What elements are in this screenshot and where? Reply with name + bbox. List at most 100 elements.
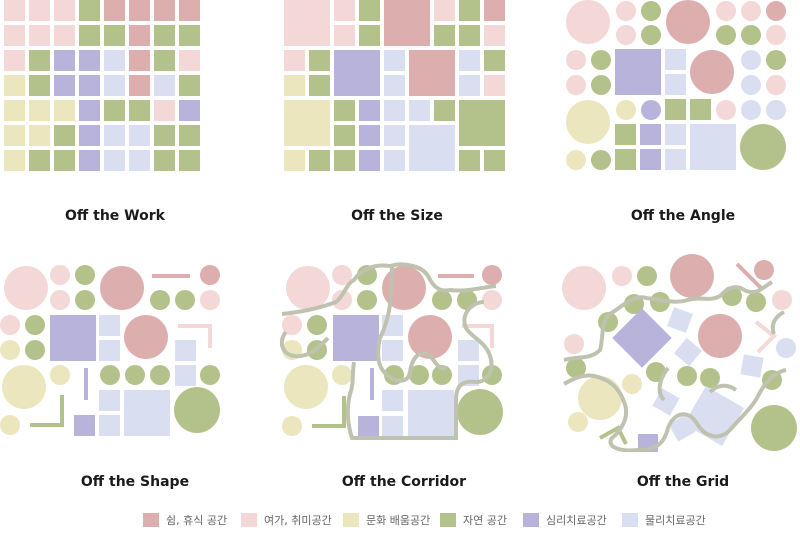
physio-space [382,416,403,437]
hobby-wall [178,324,212,348]
physio-space [382,390,403,411]
nature-space [174,387,220,433]
nature-space [200,365,220,385]
psych-space [79,50,100,71]
nature-space [615,149,636,170]
hobby-wall [754,320,778,354]
nature-wall [30,395,64,427]
psych-space [359,150,380,171]
physio-space [104,50,125,71]
hobby-space [50,290,70,310]
nature-space [766,50,786,70]
psych-space [359,100,380,121]
culture-space [4,125,25,146]
legend-item-hobby: 여가, 취미공간 [241,510,332,530]
hobby-space [741,1,761,21]
culture-space [284,150,305,171]
hobby-space [612,266,632,286]
hobby-space [284,0,330,46]
nature-space [434,25,455,46]
legend-swatch-hobby [241,513,257,527]
culture-space [54,100,75,121]
psych-space [615,49,661,95]
nature-space [179,150,200,171]
nature-space [740,124,786,170]
nature-space [700,368,720,388]
physio-space [741,100,761,120]
nature-space [459,0,480,21]
rest-space [129,25,150,46]
nature-space [129,100,150,121]
hobby-space [154,100,175,121]
caption-off-the-corridor: Off the Corridor [341,474,467,490]
physio-space [104,125,125,146]
physio-space [408,390,454,436]
hobby-space [4,25,25,46]
nature-space [334,150,355,171]
legend-swatch-nature [440,513,456,527]
nature-space [637,266,657,286]
physio-space [740,354,764,378]
psych-space [79,125,100,146]
caption-off-the-shape: Off the Shape [80,474,190,490]
culture-space [622,374,642,394]
legend-item-nature: 자연 공간 [440,510,507,530]
hobby-space [766,25,786,45]
nature-space [309,75,330,96]
hobby-space [484,25,505,46]
nature-space [75,265,95,285]
nature-space [29,150,50,171]
caption-off-the-work: Off the Work [65,208,165,224]
physio-space [459,50,480,71]
nature-space [179,25,200,46]
nature-space [75,290,95,310]
rest-space [484,0,505,21]
nature-space [690,99,711,120]
nature-space [154,50,175,71]
legend-item-psych: 심리치료공간 [523,510,607,530]
physio-space [99,340,120,361]
nature-space [591,75,611,95]
culture-space [0,340,20,360]
caption-off-the-angle: Off the Angle [630,208,736,224]
nature-space [641,1,661,21]
hobby-space [716,100,736,120]
nature-space [716,25,736,45]
rest-space [129,50,150,71]
physio-space [384,75,405,96]
nature-space [484,50,505,71]
physio-space [99,315,120,336]
rest-space [100,266,144,310]
psych-space [358,416,379,437]
physio-space [459,75,480,96]
hobby-space [54,0,75,21]
culture-space [578,376,622,420]
physio-space [175,340,196,361]
rest-space [766,1,786,21]
nature-space [54,125,75,146]
rest-space [409,50,455,96]
psych-space [641,100,661,120]
culture-space [29,100,50,121]
rest-space [124,315,168,359]
culture-space [50,365,70,385]
nature-space [309,50,330,71]
rest-space [129,75,150,96]
rest-space [735,262,763,290]
physio-space [99,415,120,436]
nature-space [457,389,503,435]
psych-space [334,50,380,96]
legend-label-rest: 쉼, 휴식 공간 [166,514,228,527]
nature-space [179,125,200,146]
rest-space [384,0,430,46]
psych-space [54,50,75,71]
culture-space [566,100,610,144]
hobby-space [484,75,505,96]
nature-space [307,315,327,335]
nature-space [459,150,480,171]
nature-space [566,358,586,378]
hobby-space [564,334,584,354]
hobby-space [179,50,200,71]
nature-space [175,290,195,310]
physio-space [384,100,405,121]
